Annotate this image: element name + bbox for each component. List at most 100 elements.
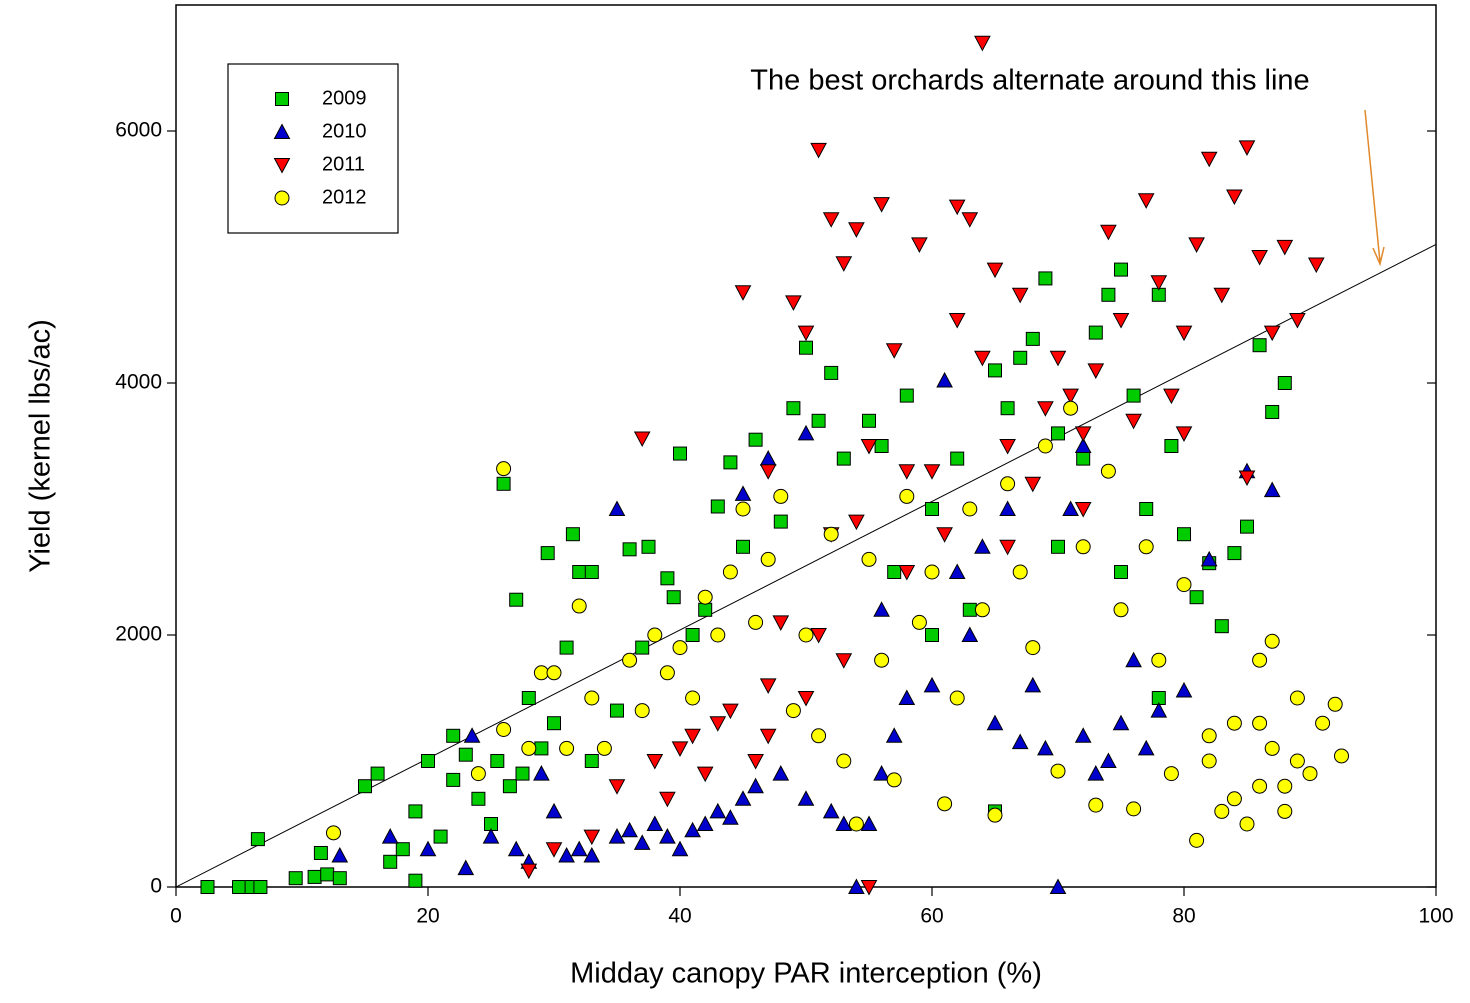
point xyxy=(797,325,815,342)
point xyxy=(734,285,752,301)
legend-label: 2011 xyxy=(322,153,365,175)
point xyxy=(911,237,928,253)
point xyxy=(684,728,701,745)
annotation-arrow xyxy=(1364,109,1381,263)
point xyxy=(999,500,1016,516)
legend-marker xyxy=(274,190,290,206)
point xyxy=(635,640,650,655)
point xyxy=(433,829,448,844)
point xyxy=(608,779,626,795)
point xyxy=(835,256,853,272)
point xyxy=(408,873,423,888)
point xyxy=(1302,766,1318,782)
point xyxy=(925,502,939,516)
point xyxy=(1200,151,1218,168)
point xyxy=(446,772,461,787)
point xyxy=(1075,539,1091,555)
point xyxy=(848,878,865,894)
point xyxy=(520,863,538,880)
point xyxy=(1011,287,1029,304)
point xyxy=(709,716,727,732)
point xyxy=(860,439,878,455)
point xyxy=(974,538,991,554)
point xyxy=(734,790,752,806)
point xyxy=(446,728,461,743)
point xyxy=(1252,778,1268,794)
point xyxy=(583,829,601,846)
point xyxy=(874,439,889,453)
point xyxy=(874,652,890,668)
point xyxy=(734,485,752,501)
point xyxy=(735,501,751,517)
point xyxy=(697,589,713,605)
point xyxy=(1264,633,1280,649)
point xyxy=(660,571,675,586)
legend-marker xyxy=(273,158,291,174)
point xyxy=(723,455,738,470)
point xyxy=(584,754,599,768)
point xyxy=(722,703,739,720)
point xyxy=(659,828,676,844)
point xyxy=(1240,519,1254,534)
point xyxy=(759,464,777,480)
point xyxy=(848,514,865,531)
x-tick-label: 100 xyxy=(1418,905,1453,928)
point xyxy=(307,869,322,884)
point xyxy=(1289,690,1305,706)
point xyxy=(748,614,764,630)
point xyxy=(759,450,777,466)
point xyxy=(507,840,525,857)
point xyxy=(710,627,726,643)
point xyxy=(898,689,916,705)
point xyxy=(873,197,890,213)
point xyxy=(835,815,853,831)
point xyxy=(1012,564,1028,580)
point xyxy=(747,777,764,794)
point xyxy=(559,740,575,756)
point xyxy=(911,614,927,630)
x-tick-label: 40 xyxy=(668,905,691,928)
point xyxy=(898,464,916,480)
point xyxy=(1238,470,1256,487)
point xyxy=(811,413,826,428)
point xyxy=(1201,753,1217,769)
point xyxy=(671,840,689,857)
point xyxy=(1088,797,1104,813)
point xyxy=(974,35,991,52)
point xyxy=(936,527,953,543)
point xyxy=(1175,681,1193,698)
point xyxy=(1315,715,1331,731)
point xyxy=(1327,696,1343,712)
point xyxy=(1138,539,1154,555)
point xyxy=(1277,376,1292,390)
point xyxy=(1188,237,1205,253)
point xyxy=(1126,801,1142,817)
point xyxy=(565,527,580,542)
point xyxy=(1076,451,1091,466)
point xyxy=(962,501,978,517)
point xyxy=(571,598,587,614)
point xyxy=(696,766,714,783)
point xyxy=(672,640,688,656)
point xyxy=(1226,189,1243,206)
point xyxy=(1050,763,1066,779)
point xyxy=(232,880,246,894)
point xyxy=(798,627,814,643)
point xyxy=(797,691,815,707)
point xyxy=(332,871,347,886)
point xyxy=(1011,733,1029,750)
point xyxy=(823,526,839,542)
x-tick-label: 0 xyxy=(170,905,182,928)
point xyxy=(1252,338,1267,353)
legend-label: 2012 xyxy=(322,186,367,208)
point xyxy=(572,565,587,579)
point xyxy=(1074,502,1092,518)
point xyxy=(533,765,550,781)
point xyxy=(736,539,750,554)
point xyxy=(463,727,481,743)
point xyxy=(250,832,265,847)
point xyxy=(570,840,588,857)
point xyxy=(1189,590,1204,605)
point xyxy=(383,854,398,869)
point xyxy=(710,499,725,514)
